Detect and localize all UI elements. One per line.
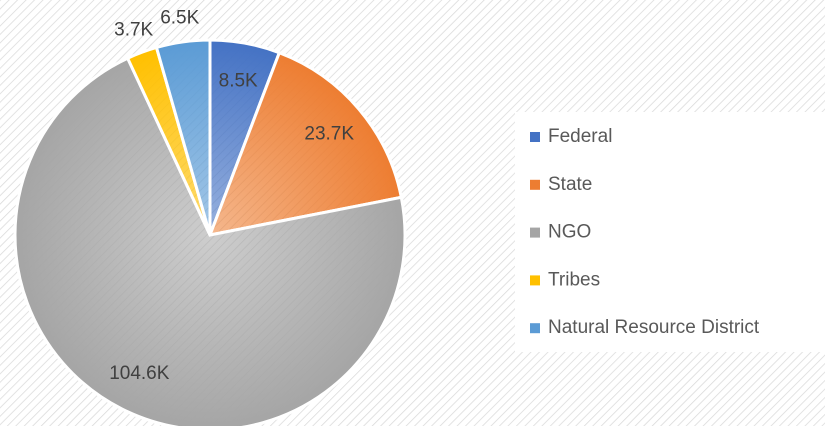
legend-swatch: [530, 132, 540, 142]
legend-swatch: [530, 275, 540, 286]
data-label: 104.6K: [109, 363, 170, 384]
legend-label: Federal: [548, 126, 612, 147]
legend-swatch: [530, 227, 540, 238]
legend-label: Tribes: [548, 269, 600, 290]
legend-swatch: [530, 179, 540, 190]
legend-label: Natural Resource District: [548, 317, 760, 338]
legend-box: [515, 112, 825, 352]
pie-slice: [13, 56, 407, 426]
legend-label: State: [548, 174, 592, 195]
data-label: 8.5K: [219, 71, 258, 92]
pie-slice: [207, 50, 404, 237]
data-label: 6.5K: [160, 8, 199, 29]
legend-label: NGO: [548, 222, 591, 243]
data-label: 3.7K: [114, 19, 153, 40]
pie-slice: [154, 38, 212, 236]
legend-swatch: [530, 323, 540, 334]
data-label: 23.7K: [304, 123, 354, 144]
